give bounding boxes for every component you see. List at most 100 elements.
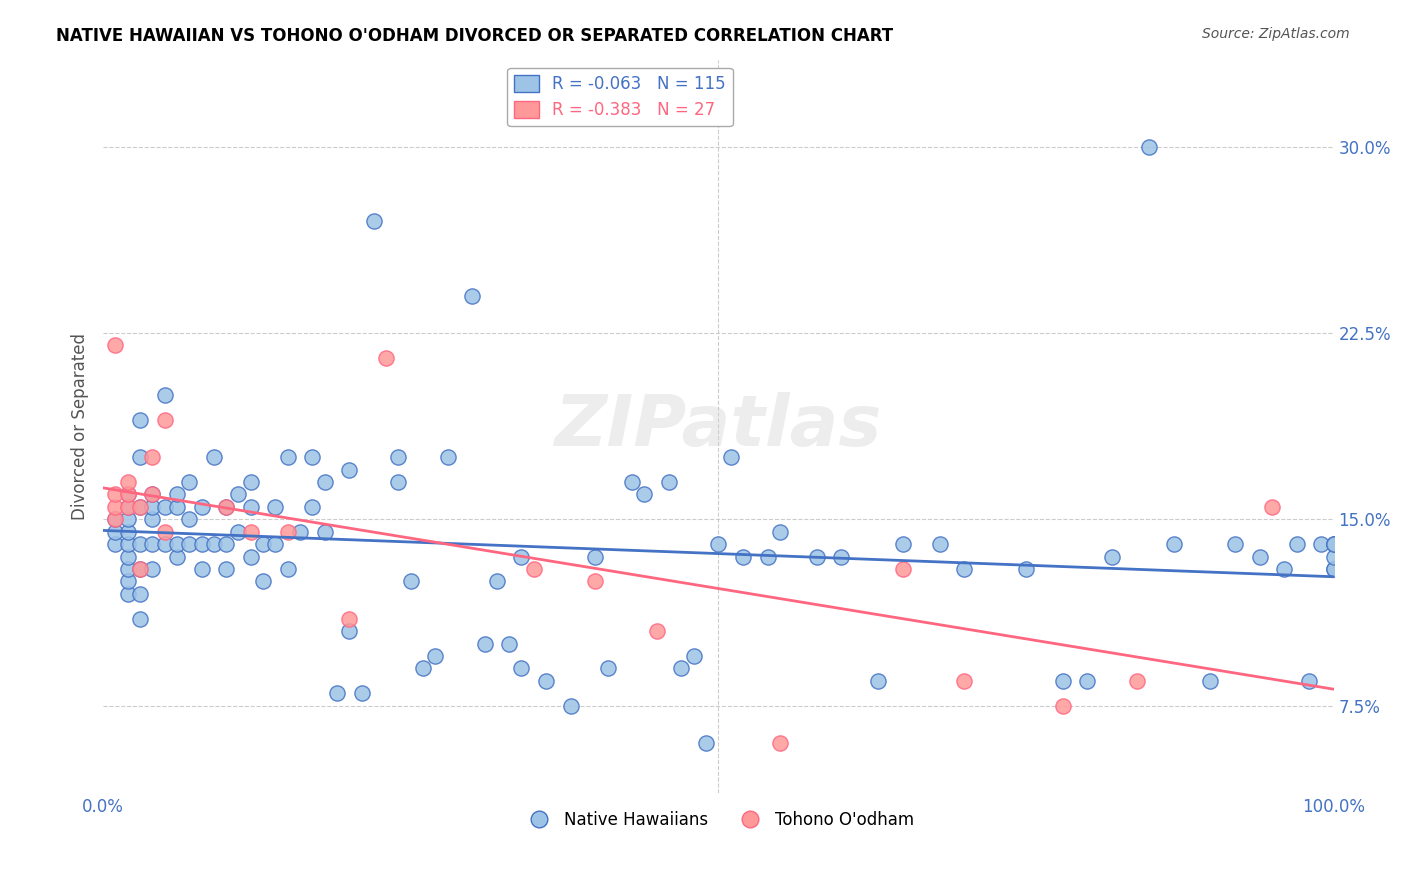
- Point: [228, 487, 250, 501]
- Point: [190, 500, 212, 514]
- Point: [153, 524, 176, 539]
- Point: [129, 413, 152, 427]
- Point: [425, 648, 447, 663]
- Point: [117, 487, 139, 501]
- Point: [387, 475, 409, 489]
- Point: [153, 537, 176, 551]
- Point: [953, 673, 976, 688]
- Point: [868, 673, 890, 688]
- Point: [583, 574, 606, 589]
- Point: [252, 574, 274, 589]
- Point: [117, 512, 139, 526]
- Point: [1322, 537, 1344, 551]
- Point: [288, 524, 311, 539]
- Point: [117, 537, 139, 551]
- Point: [314, 475, 336, 489]
- Point: [474, 636, 496, 650]
- Point: [202, 450, 225, 465]
- Point: [215, 562, 238, 576]
- Point: [534, 673, 557, 688]
- Point: [485, 574, 508, 589]
- Point: [179, 475, 201, 489]
- Point: [239, 475, 262, 489]
- Point: [117, 549, 139, 564]
- Point: [461, 288, 484, 302]
- Point: [928, 537, 950, 551]
- Point: [277, 450, 299, 465]
- Point: [301, 500, 323, 514]
- Point: [190, 562, 212, 576]
- Point: [239, 500, 262, 514]
- Point: [1015, 562, 1038, 576]
- Point: [166, 500, 188, 514]
- Point: [104, 338, 127, 352]
- Point: [498, 636, 520, 650]
- Point: [1322, 562, 1344, 576]
- Point: [301, 450, 323, 465]
- Point: [1322, 562, 1344, 576]
- Point: [179, 537, 201, 551]
- Point: [769, 524, 792, 539]
- Point: [707, 537, 730, 551]
- Point: [277, 524, 299, 539]
- Point: [141, 487, 163, 501]
- Point: [1052, 673, 1074, 688]
- Point: [720, 450, 742, 465]
- Point: [1125, 673, 1147, 688]
- Point: [375, 351, 398, 365]
- Point: [412, 661, 434, 675]
- Point: [387, 450, 409, 465]
- Point: [621, 475, 644, 489]
- Point: [1249, 549, 1271, 564]
- Point: [645, 624, 668, 639]
- Point: [583, 549, 606, 564]
- Point: [756, 549, 779, 564]
- Point: [1101, 549, 1123, 564]
- Point: [117, 475, 139, 489]
- Point: [1076, 673, 1098, 688]
- Point: [117, 500, 139, 514]
- Point: [436, 450, 458, 465]
- Point: [141, 562, 163, 576]
- Point: [153, 500, 176, 514]
- Point: [129, 562, 152, 576]
- Point: [117, 562, 139, 576]
- Point: [129, 587, 152, 601]
- Point: [215, 500, 238, 514]
- Text: ZIPatlas: ZIPatlas: [554, 392, 882, 460]
- Point: [129, 450, 152, 465]
- Point: [1272, 562, 1295, 576]
- Point: [129, 562, 152, 576]
- Point: [129, 537, 152, 551]
- Point: [104, 487, 127, 501]
- Point: [806, 549, 828, 564]
- Point: [141, 537, 163, 551]
- Y-axis label: Divorced or Separated: Divorced or Separated: [72, 333, 89, 520]
- Point: [830, 549, 852, 564]
- Point: [153, 388, 176, 402]
- Point: [264, 500, 287, 514]
- Point: [1298, 673, 1320, 688]
- Point: [731, 549, 754, 564]
- Point: [215, 537, 238, 551]
- Point: [239, 524, 262, 539]
- Point: [1223, 537, 1246, 551]
- Point: [228, 524, 250, 539]
- Point: [953, 562, 976, 576]
- Point: [596, 661, 619, 675]
- Point: [117, 574, 139, 589]
- Point: [141, 450, 163, 465]
- Point: [399, 574, 422, 589]
- Point: [1199, 673, 1222, 688]
- Point: [117, 487, 139, 501]
- Point: [166, 537, 188, 551]
- Point: [1052, 698, 1074, 713]
- Point: [671, 661, 693, 675]
- Point: [1322, 537, 1344, 551]
- Point: [682, 648, 704, 663]
- Point: [179, 512, 201, 526]
- Point: [695, 736, 717, 750]
- Point: [633, 487, 655, 501]
- Point: [337, 462, 360, 476]
- Point: [202, 537, 225, 551]
